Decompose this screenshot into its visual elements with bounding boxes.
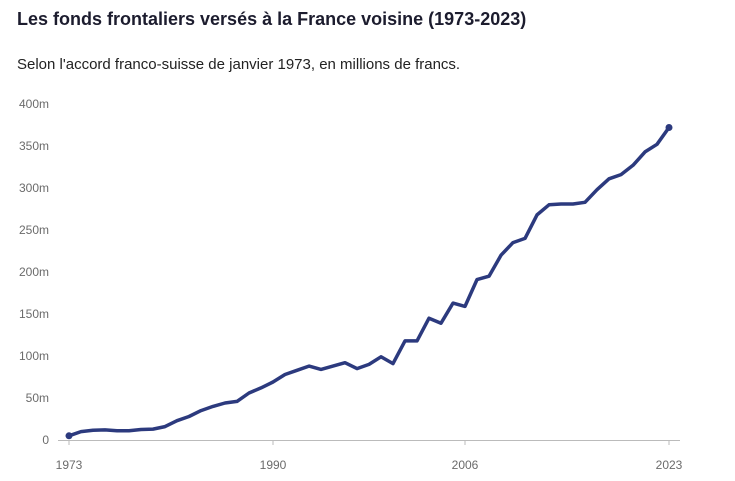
x-tick-label: 2023 bbox=[656, 458, 683, 472]
series-group bbox=[65, 124, 673, 440]
y-tick-label: 300m bbox=[19, 181, 49, 195]
end-point-marker bbox=[665, 124, 673, 132]
series-line bbox=[67, 125, 671, 438]
y-tick-label: 50m bbox=[26, 391, 49, 405]
y-tick-label: 100m bbox=[19, 349, 49, 363]
start-point-marker bbox=[65, 432, 73, 440]
y-axis-ticks: 0 50m 100m 150m 200m 250m 300m 350m 400m bbox=[19, 97, 49, 447]
x-tick-label: 2006 bbox=[452, 458, 479, 472]
y-tick-label: 200m bbox=[19, 265, 49, 279]
y-tick-label: 0 bbox=[42, 433, 49, 447]
x-tick-label: 1990 bbox=[260, 458, 287, 472]
y-tick-label: 250m bbox=[19, 223, 49, 237]
y-tick-label: 350m bbox=[19, 139, 49, 153]
chart-subtitle: Selon l'accord franco-suisse de janvier … bbox=[17, 56, 461, 73]
chart-title: Les fonds frontaliers versés à la France… bbox=[17, 9, 527, 29]
y-tick-label: 400m bbox=[19, 97, 49, 111]
y-tick-label: 150m bbox=[19, 307, 49, 321]
x-axis-ticks: 1973 1990 2006 2023 bbox=[56, 440, 683, 472]
x-tick-label: 1973 bbox=[56, 458, 83, 472]
